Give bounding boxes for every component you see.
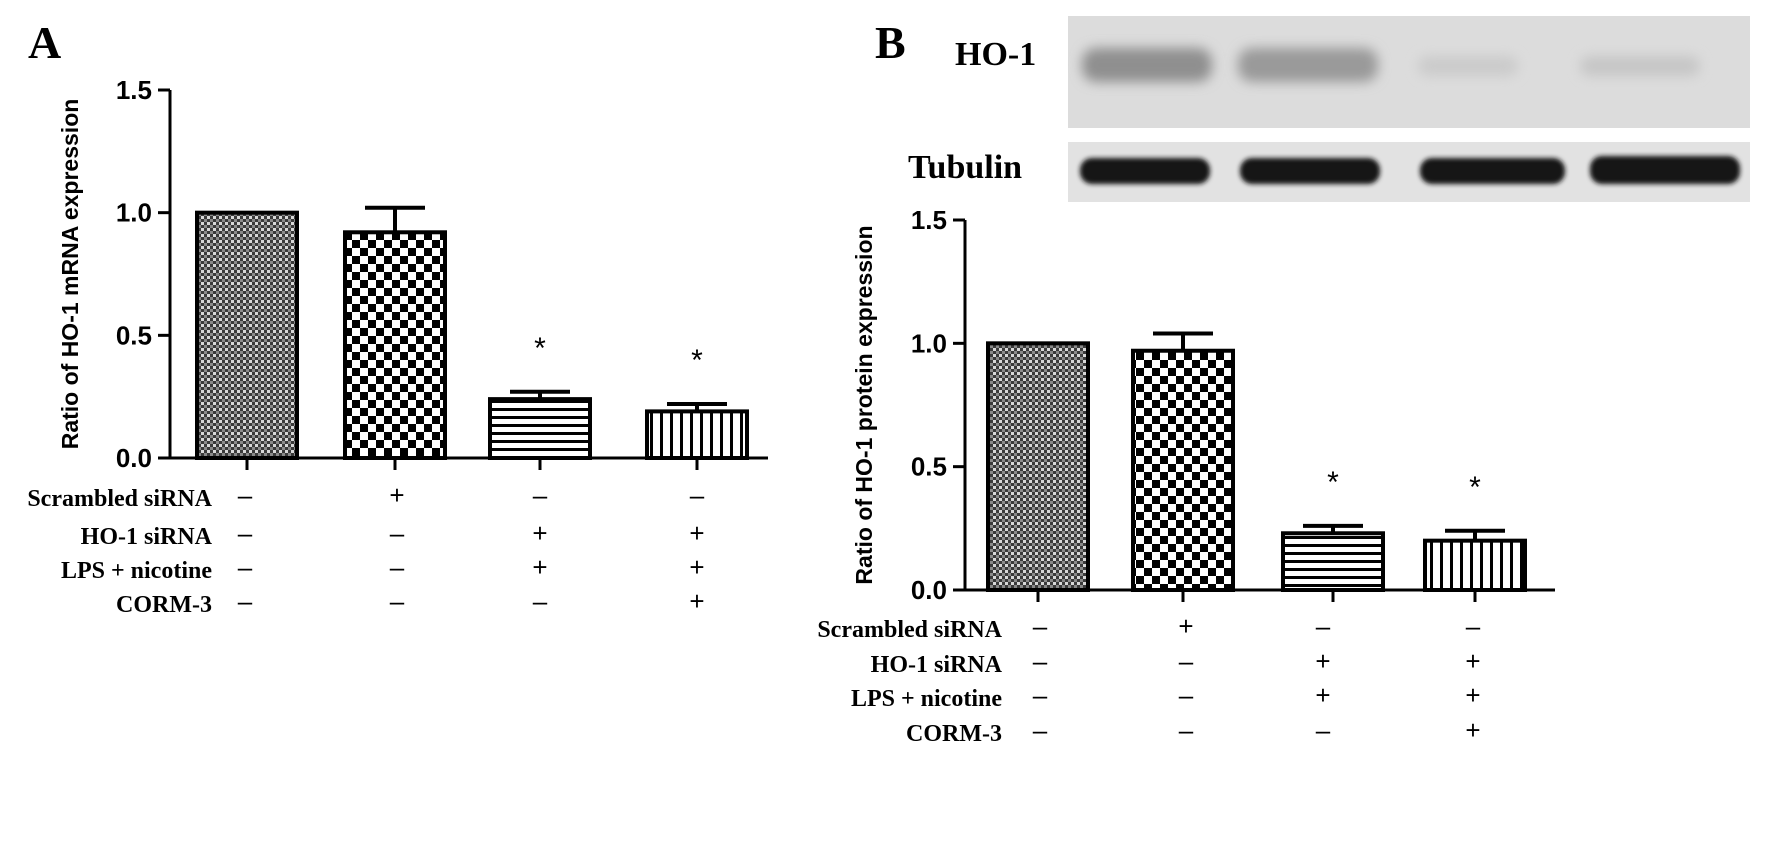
condition-label: HO-1 siRNA bbox=[81, 524, 213, 550]
y-tick-label: 0.5 bbox=[116, 320, 152, 350]
condition-sign: – bbox=[1179, 646, 1194, 676]
blot-image: HO-1 Tubulin bbox=[908, 16, 1750, 202]
y-axis-title: Ratio of HO-1 protein expression bbox=[851, 225, 877, 584]
condition-sign: – bbox=[238, 518, 253, 548]
blot-band-tubulin-1 bbox=[1080, 158, 1210, 184]
y-tick-label: 1.5 bbox=[911, 205, 947, 235]
condition-sign: – bbox=[390, 552, 405, 582]
panel-label-b: B bbox=[875, 17, 906, 68]
condition-sign: – bbox=[533, 586, 548, 616]
condition-sign: + bbox=[1465, 646, 1480, 676]
significance-mark: * bbox=[1469, 471, 1481, 504]
condition-sign: – bbox=[1033, 611, 1048, 641]
bar bbox=[343, 230, 447, 460]
blot-band-tubulin-4 bbox=[1590, 156, 1740, 184]
condition-sign: + bbox=[1465, 715, 1480, 745]
panel-label-a: A bbox=[28, 17, 61, 68]
bar bbox=[645, 409, 749, 460]
condition-sign: – bbox=[238, 586, 253, 616]
significance-mark: * bbox=[691, 344, 703, 377]
condition-label: LPS + nicotine bbox=[851, 686, 1002, 712]
chart-panel-b: Ratio of HO-1 protein expression 0.0 0.5 1.… bbox=[817, 205, 1555, 747]
y-tick-label: 0.0 bbox=[116, 443, 152, 473]
y-tick-label: 1.0 bbox=[116, 198, 152, 228]
y-tick-label: 0.0 bbox=[911, 575, 947, 605]
condition-label: HO-1 siRNA bbox=[871, 652, 1003, 678]
blot-band-tubulin-3 bbox=[1420, 158, 1565, 184]
bar bbox=[488, 397, 592, 460]
y-tick-label: 0.5 bbox=[911, 452, 947, 482]
condition-sign: – bbox=[533, 480, 548, 510]
chart-panel-a: Ratio of HO-1 mRNA expression 0.0 0.5 1.0 1.… bbox=[27, 75, 768, 618]
condition-sign: + bbox=[1178, 611, 1193, 641]
condition-sign: – bbox=[1316, 715, 1331, 745]
bar bbox=[986, 341, 1090, 593]
blot-band-ho1-1 bbox=[1082, 48, 1212, 82]
condition-sign: – bbox=[390, 586, 405, 616]
blot-band-ho1-4 bbox=[1580, 56, 1700, 76]
significance-mark: * bbox=[1327, 466, 1339, 499]
bar bbox=[1281, 531, 1385, 592]
condition-sign: + bbox=[532, 552, 547, 582]
condition-sign: + bbox=[389, 480, 404, 510]
condition-sign: – bbox=[238, 552, 253, 582]
blot-label-ho1: HO-1 bbox=[955, 36, 1036, 73]
blot-label-tubulin: Tubulin bbox=[908, 149, 1022, 186]
condition-sign: + bbox=[1465, 680, 1480, 710]
condition-label: LPS + nicotine bbox=[61, 558, 212, 584]
blot-band-ho1-3 bbox=[1418, 56, 1518, 76]
y-axis-title: Ratio of HO-1 mRNA expression bbox=[57, 99, 83, 450]
blot-band-tubulin-2 bbox=[1240, 158, 1380, 184]
condition-sign: – bbox=[390, 518, 405, 548]
condition-sign: + bbox=[689, 552, 704, 582]
condition-sign: – bbox=[1179, 715, 1194, 745]
bar bbox=[195, 210, 299, 460]
condition-sign: – bbox=[1466, 611, 1481, 641]
bar bbox=[1423, 538, 1527, 593]
condition-sign: + bbox=[1315, 680, 1330, 710]
condition-sign: – bbox=[690, 480, 705, 510]
significance-mark: * bbox=[534, 332, 546, 365]
condition-sign: – bbox=[1179, 680, 1194, 710]
condition-sign: + bbox=[532, 518, 547, 548]
y-tick-label: 1.5 bbox=[116, 75, 152, 105]
condition-label: Scrambled siRNA bbox=[817, 617, 1002, 643]
blot-band-ho1-2 bbox=[1238, 48, 1378, 82]
condition-sign: + bbox=[689, 586, 704, 616]
condition-label: CORM-3 bbox=[906, 721, 1002, 747]
bar bbox=[1131, 348, 1235, 592]
condition-label: CORM-3 bbox=[116, 592, 212, 618]
condition-sign: + bbox=[1315, 646, 1330, 676]
condition-sign: – bbox=[1033, 646, 1048, 676]
condition-sign: – bbox=[1033, 715, 1048, 745]
condition-label: Scrambled siRNA bbox=[27, 486, 212, 512]
condition-sign: – bbox=[1316, 611, 1331, 641]
condition-sign: – bbox=[238, 480, 253, 510]
y-tick-label: 1.0 bbox=[911, 328, 947, 358]
condition-sign: – bbox=[1033, 680, 1048, 710]
condition-sign: + bbox=[689, 518, 704, 548]
